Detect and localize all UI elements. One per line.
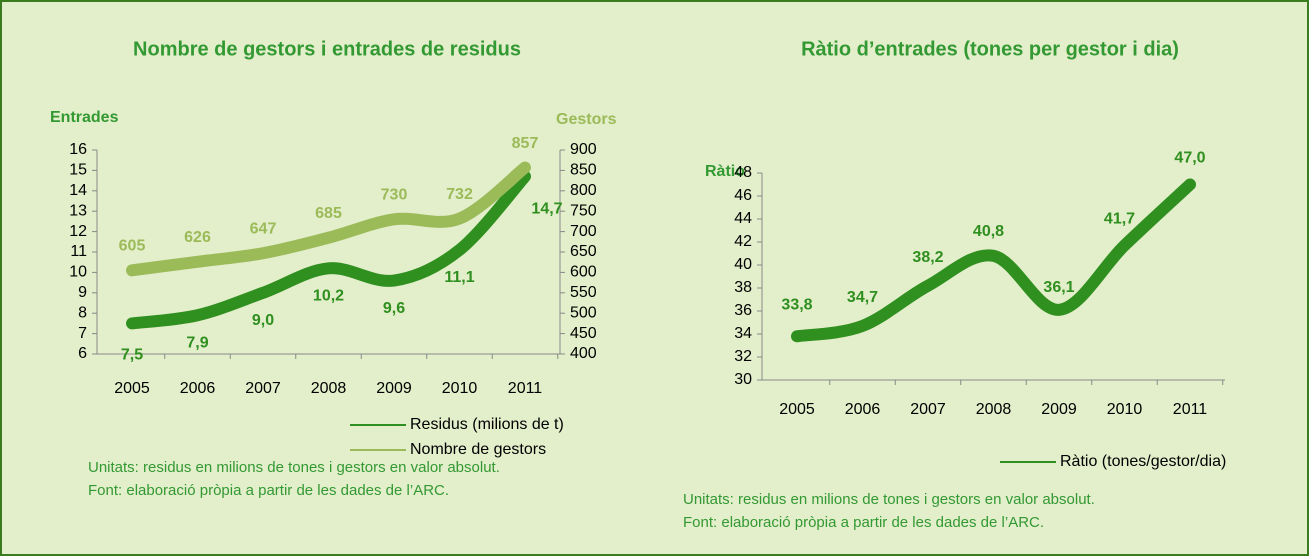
y-tick-label: 9: [78, 284, 87, 301]
y-tick-label: 11: [70, 243, 87, 260]
x-tick-label: 2006: [180, 380, 216, 397]
x-tick-label: 2011: [1173, 401, 1208, 418]
data-label: 626: [184, 229, 211, 246]
x-tick-label: 2009: [376, 380, 412, 397]
data-label: 730: [381, 187, 408, 204]
y-tick-label: 38: [734, 279, 752, 296]
y-tick-label: 13: [69, 202, 87, 219]
chart-title: Nombre de gestors i entrades de residus: [133, 38, 521, 60]
data-label: 34,7: [847, 289, 878, 306]
y-tick-label: 36: [734, 302, 752, 319]
y2-tick-label: 500: [570, 304, 597, 321]
y-tick-label: 30: [734, 371, 752, 388]
data-label: 9,6: [383, 300, 405, 317]
y2-tick-label: 750: [570, 202, 597, 219]
y2-tick-label: 900: [570, 141, 597, 158]
data-label: 857: [512, 135, 539, 152]
y-tick-label: 40: [734, 256, 752, 273]
y-tick-label: 34: [734, 325, 752, 342]
y-axis-label: Entrades: [50, 109, 119, 126]
y-tick-label: 15: [69, 162, 87, 179]
y-axis-label: Ràtio: [705, 163, 745, 180]
x-tick-label: 2011: [508, 380, 543, 397]
x-tick-label: 2005: [114, 380, 150, 397]
y-tick-label: 8: [78, 304, 87, 321]
x-tick-label: 2007: [910, 401, 946, 418]
footnote: Font: elaboració pròpia a partir de les …: [683, 514, 1044, 531]
y-tick-label: 42: [734, 233, 752, 250]
data-label: 685: [315, 205, 342, 222]
data-label: 647: [250, 220, 277, 237]
data-label: 732: [446, 186, 473, 203]
y-tick-label: 14: [69, 182, 87, 199]
y-tick-label: 32: [734, 348, 752, 365]
data-label: 11,1: [444, 269, 474, 286]
data-label: 9,0: [252, 312, 274, 329]
data-label: 47,0: [1174, 150, 1205, 167]
data-label: 7,9: [186, 334, 208, 351]
y2-tick-label: 800: [570, 182, 597, 199]
y-tick-label: 44: [734, 210, 752, 227]
line: [126, 161, 531, 277]
line: [126, 170, 531, 330]
y-tick-label: 10: [69, 264, 87, 281]
x-tick-label: 2008: [976, 401, 1012, 418]
y-tick-label: 12: [69, 223, 87, 240]
x-tick-label: 2009: [1041, 401, 1077, 418]
x-tick-label: 2010: [442, 380, 478, 397]
legend-label: Residus (milions de t): [410, 416, 564, 433]
data-label: 40,8: [973, 223, 1004, 240]
data-label: 605: [119, 238, 146, 255]
y2-tick-label: 550: [570, 284, 597, 301]
x-tick-label: 2010: [1107, 401, 1143, 418]
line: [791, 178, 1196, 343]
data-label: 7,5: [121, 347, 143, 364]
y2-axis-label: Gestors: [556, 111, 617, 128]
y2-tick-label: 400: [570, 345, 597, 362]
data-label: 38,2: [912, 249, 943, 266]
data-label: 10,2: [313, 288, 344, 305]
y2-tick-label: 850: [570, 162, 597, 179]
y-tick-label: 46: [734, 187, 752, 204]
x-tick-label: 2008: [311, 380, 347, 397]
chart-title: Ràtio d’entrades (tones per gestor i dia…: [801, 38, 1179, 60]
legend-label: Nombre de gestors: [410, 441, 546, 458]
data-label: 33,8: [781, 297, 812, 314]
footnote: Unitats: residus en milions de tones i g…: [683, 491, 1095, 508]
y2-tick-label: 650: [570, 243, 597, 260]
footnote: Font: elaboració pròpia a partir de les …: [88, 482, 449, 499]
footnote: Unitats: residus en milions de tones i g…: [88, 459, 500, 476]
y2-tick-label: 600: [570, 264, 597, 281]
data-label: 36,1: [1043, 279, 1074, 296]
x-tick-label: 2005: [779, 401, 815, 418]
legend-label: Ràtio (tones/gestor/dia): [1060, 453, 1226, 470]
y-tick-label: 7: [78, 325, 87, 342]
y-tick-label: 6: [78, 345, 87, 362]
y2-tick-label: 450: [570, 325, 597, 342]
data-label: 14,7: [531, 201, 562, 218]
x-tick-label: 2007: [245, 380, 281, 397]
y-tick-label: 48: [734, 164, 752, 181]
x-tick-label: 2006: [845, 401, 881, 418]
y2-tick-label: 700: [570, 223, 597, 240]
y-tick-label: 16: [69, 141, 87, 158]
data-label: 41,7: [1104, 211, 1135, 228]
